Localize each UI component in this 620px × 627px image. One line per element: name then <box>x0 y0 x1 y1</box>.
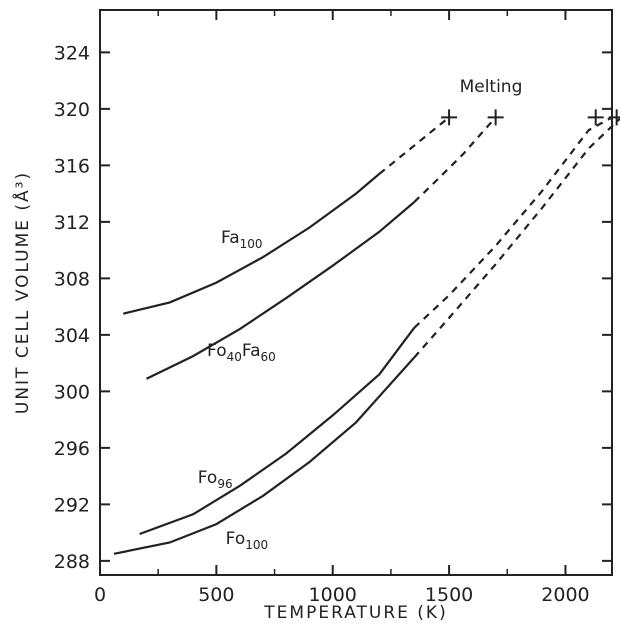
series-line-fo100 <box>113 356 416 555</box>
x-tick-label: 500 <box>198 584 234 606</box>
y-tick-label: 296 <box>54 438 90 460</box>
y-tick-label: 304 <box>54 325 90 347</box>
plot-frame <box>99 9 613 576</box>
series-labels: Fa100 Fo40Fa60 Fo96 Fo100 <box>198 228 276 552</box>
series-layer <box>113 109 620 555</box>
y-tick-label: 324 <box>54 42 90 64</box>
melting-point-marker-fo40fa60 <box>487 109 504 126</box>
series-line-fa100 <box>123 173 381 315</box>
y-ticks: 288 292 296 300 304 308 312 316 320 324 <box>54 42 612 573</box>
x-tick-label: 1000 <box>309 584 357 606</box>
y-tick-label: 300 <box>54 381 90 403</box>
y-tick-label: 292 <box>54 494 90 516</box>
y-tick-label: 316 <box>54 155 90 177</box>
series-line-fo96 <box>139 327 416 536</box>
x-tick-label: 1500 <box>425 584 473 606</box>
series-extrapolation-fo100 <box>413 117 620 359</box>
y-axis-title: UNIT CELL VOLUME (Å³) <box>11 171 33 414</box>
x-axis-title: TEMPERATURE (K) <box>263 603 447 623</box>
melting-point-marker-fo100 <box>608 109 620 126</box>
x-tick-label: 2000 <box>541 584 589 606</box>
series-label-fa100: Fa100 <box>221 228 263 251</box>
series-line-fo40fa60 <box>146 201 415 380</box>
melting-point-marker-fa100 <box>441 109 458 126</box>
series-extrapolation-fa100 <box>378 116 450 175</box>
x-ticks: 0 500 1000 1500 2000 <box>94 10 590 606</box>
series-extrapolation-fo96 <box>413 116 613 329</box>
melting-point-marker-fo96 <box>587 109 604 126</box>
series-label-fo40fa60: Fo40Fa60 <box>207 341 276 364</box>
y-tick-label: 288 <box>54 551 90 573</box>
axes <box>99 9 613 576</box>
x-tick-label: 0 <box>94 584 106 606</box>
series-label-fo100: Fo100 <box>226 529 268 552</box>
series-extrapolation-fo40fa60 <box>413 116 497 203</box>
y-tick-label: 320 <box>54 99 90 121</box>
y-tick-label: 312 <box>54 212 90 234</box>
series-label-fo96: Fo96 <box>198 468 233 491</box>
y-tick-label: 308 <box>54 268 90 290</box>
melting-annotation: Melting <box>460 77 523 97</box>
